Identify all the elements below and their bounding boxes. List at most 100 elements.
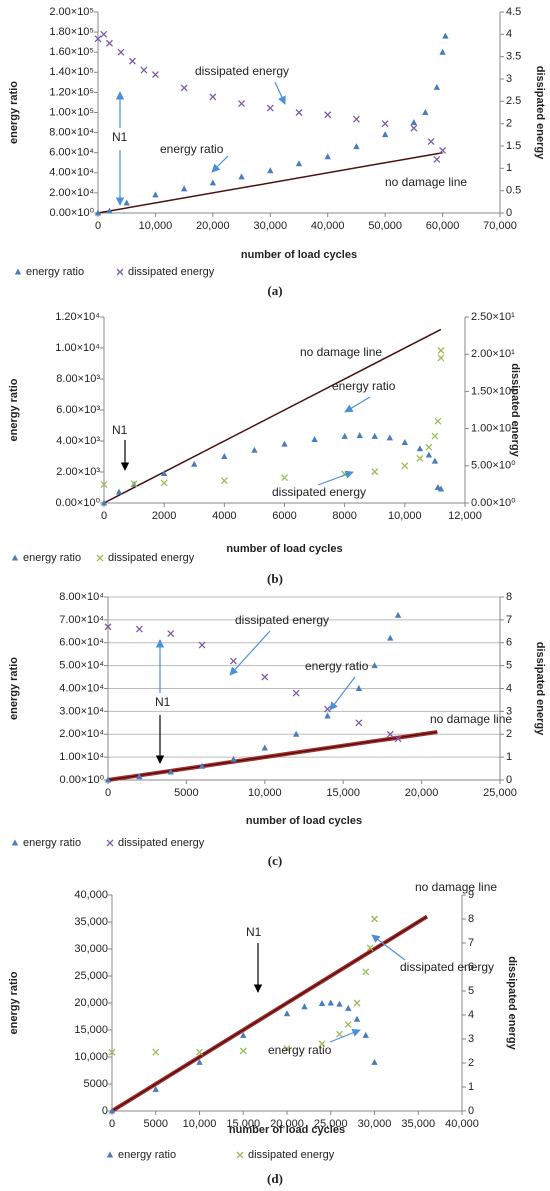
y2-tick-label: 5 (506, 660, 512, 672)
point (362, 1031, 369, 1038)
x-tick-label: 4000 (212, 510, 236, 522)
point (401, 439, 409, 446)
point (344, 1021, 352, 1029)
point (100, 30, 108, 38)
x-tick-label: 15,000 (226, 1118, 260, 1130)
point (167, 630, 175, 638)
caption: (a) (267, 283, 282, 298)
point (327, 999, 334, 1006)
x-tick-label: 15,000 (326, 787, 360, 799)
point (283, 1010, 291, 1017)
chart-panel: 0.00×10⁰ 2.00×10³ 4.00×10³ 6.00×10³ 8.00×10³… (8, 311, 521, 586)
y2-tick-label: 6 (468, 961, 474, 973)
point (371, 915, 378, 923)
chart-panel: 0.00×10⁰ 2.00×10⁴ 4.00×10⁴ 6.00×10⁴ 8.00×10⁴… (8, 6, 546, 298)
point (115, 488, 123, 495)
point (100, 480, 108, 488)
point (352, 115, 360, 123)
y-tick-label: 40,000 (74, 889, 108, 901)
y2-tick-label: 3 (506, 73, 512, 85)
point (425, 451, 433, 458)
point (251, 446, 258, 453)
point (433, 83, 441, 90)
point (416, 454, 424, 462)
y-tick-label: 2.00×10³ (56, 466, 100, 478)
y-tick-label: 1.80×10⁵ (49, 26, 94, 38)
y-tick-label: 1.20×10⁴ (55, 311, 100, 323)
y-tick-label: 20,000 (74, 997, 108, 1009)
y2-tick-label: 0 (506, 774, 512, 786)
point (136, 773, 143, 780)
y2-tick-label: 3 (468, 1033, 474, 1045)
point (100, 499, 108, 506)
x-tick-label: 10,000 (388, 510, 422, 522)
x-tick-label: 10,000 (183, 1118, 217, 1130)
legend-label: energy ratio (23, 837, 81, 849)
y2-axis-title: dissipated energy (506, 956, 518, 1050)
no-damage-line (103, 328, 442, 504)
point (261, 744, 268, 751)
x-axis-title: number of load cycles (226, 543, 342, 555)
y-tick-label: 1.60×10⁵ (49, 46, 94, 58)
point (117, 48, 125, 56)
y-axis-title: energy ratio (8, 657, 20, 720)
y2-tick-label: 0.5 (506, 185, 521, 197)
y2-tick-label: 8 (506, 591, 512, 603)
point (353, 999, 361, 1007)
point (94, 35, 102, 43)
x-tick-label: 10,000 (248, 787, 282, 799)
x-axis-title: number of load cycles (229, 1124, 345, 1136)
annotation: dissipated energy (400, 960, 494, 974)
point (267, 167, 274, 174)
point (106, 839, 114, 847)
y-axis-title: energy ratio (8, 81, 20, 144)
y2-tick-label: 3 (506, 705, 512, 717)
x-tick-label: 5000 (144, 1118, 168, 1130)
legend-label: dissipated energy (248, 1149, 335, 1161)
annotation-arrow (329, 1028, 361, 1043)
y-tick-label: 10,000 (74, 1051, 108, 1063)
y2-tick-label: 5 (468, 985, 474, 997)
point (11, 839, 19, 846)
chart-panel: 0.00×10⁰ 1.00×10⁴ 2.00×10⁴ 3.00×10⁴ 4.00×10⁴… (8, 591, 546, 868)
x-tick-label: 0 (95, 220, 101, 232)
no-damage-line (97, 151, 443, 214)
point (394, 735, 402, 743)
point (371, 432, 378, 439)
point (381, 120, 389, 128)
annotation: energy ratio (332, 379, 396, 393)
y-tick-label: 2.00×10⁴ (59, 728, 104, 740)
x-tick-label: 12,000 (448, 510, 482, 522)
legend-label: dissipated energy (128, 266, 215, 278)
y-tick-label: 1.00×10⁴ (55, 342, 100, 354)
point (292, 730, 300, 737)
point (311, 435, 318, 442)
x-tick-label: 0 (109, 1118, 115, 1130)
point (238, 173, 245, 180)
x-tick-label: 20,000 (196, 220, 230, 232)
point (345, 1004, 352, 1011)
y2-tick-label: 2 (506, 728, 512, 740)
point (116, 268, 124, 276)
reference-label: no damage line (415, 880, 497, 894)
point (324, 111, 332, 119)
y-axis-title: energy ratio (8, 378, 20, 441)
point (394, 611, 402, 618)
caption: (c) (268, 853, 282, 868)
point (167, 768, 174, 775)
x-tick-label: 5000 (174, 787, 198, 799)
annotation-arrow (329, 676, 356, 711)
point (230, 755, 237, 762)
y-tick-label: 30,000 (74, 943, 108, 955)
legend-label: energy ratio (26, 266, 84, 278)
point (236, 1151, 244, 1159)
point (104, 776, 112, 783)
y2-tick-label: 1 (468, 1081, 474, 1093)
annotation-arrow (274, 81, 286, 105)
point (439, 147, 447, 154)
point (362, 968, 370, 976)
point (295, 160, 303, 167)
point (434, 417, 442, 425)
x-tick-label: 8000 (332, 510, 356, 522)
point (336, 1030, 343, 1038)
